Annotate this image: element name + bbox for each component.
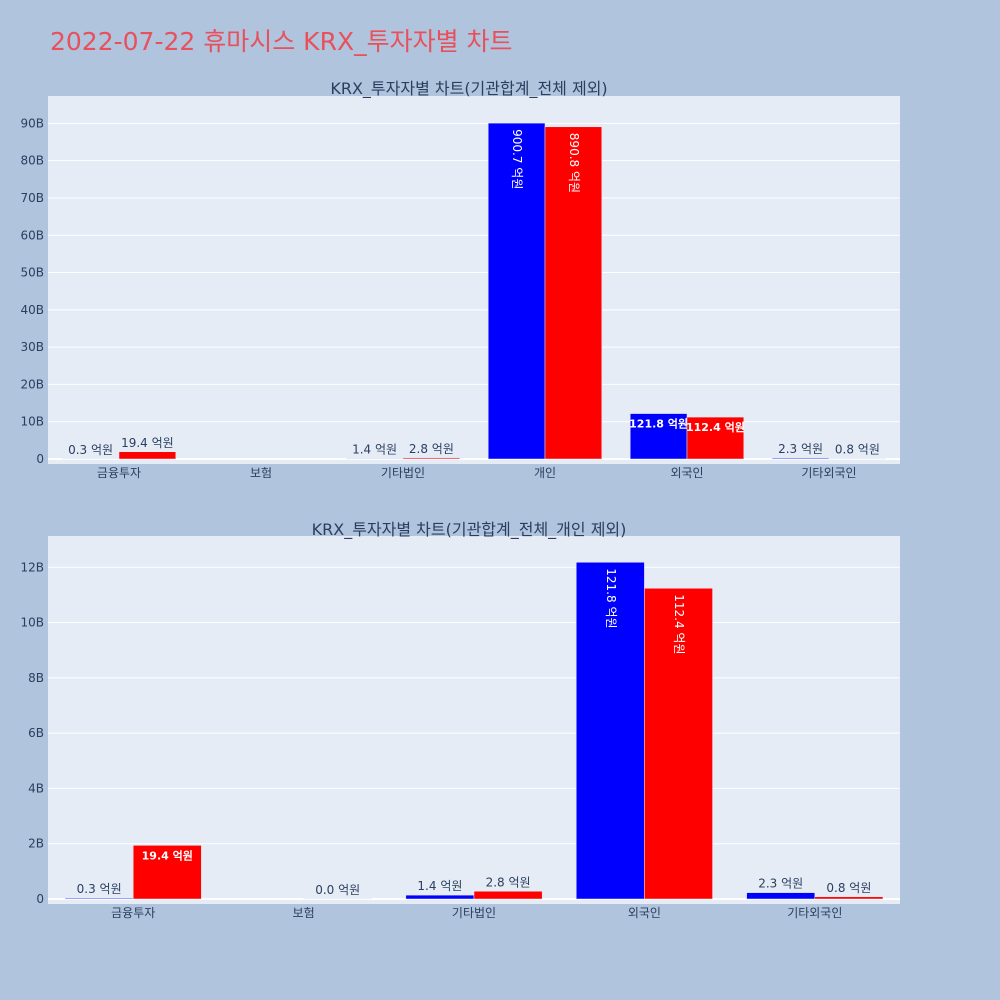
chart2-data-label: 0.3 억원: [77, 882, 122, 896]
chart1-x-tick-label: 기타법인: [381, 466, 425, 480]
chart2-bar: [575, 562, 645, 900]
chart1-y-tick-label: 30B: [20, 340, 44, 354]
chart1-bar: [686, 416, 745, 460]
chart2-x-tick-label: 금융투자: [111, 906, 155, 920]
chart2-bar: [405, 894, 475, 900]
chart2-bar: [303, 898, 373, 900]
chart2-data-label: 2.8 억원: [486, 875, 531, 889]
chart2-data-label: 2.3 억원: [758, 877, 803, 891]
chart2-bar: [473, 891, 543, 900]
page-title: 2022-07-22 휴마시스 KRX_투자자별 차트: [50, 27, 513, 56]
chart1-x-tick-label: 개인: [534, 466, 556, 480]
chart2-y-tick-label: 0: [36, 892, 44, 906]
chart1-bar: [345, 458, 404, 460]
chart2-bar: [64, 897, 134, 900]
chart2-y-tick-label: 10B: [20, 616, 44, 630]
chart2-y-tick-label: 2B: [28, 837, 44, 851]
chart1-data-label: 0.3 억원: [68, 443, 113, 457]
chart1-bar: [118, 451, 177, 460]
chart1-y-tick-label: 0: [36, 452, 44, 466]
chart1-bar: [828, 458, 887, 460]
chart2-y-tick-label: 6B: [28, 726, 44, 740]
chart1-y-tick-label: 10B: [20, 415, 44, 429]
chart2-y-tick-label: 8B: [28, 671, 44, 685]
chart1-data-label: 0.8 억원: [835, 443, 880, 457]
chart1-bar: [61, 458, 120, 460]
chart2-title: KRX_투자자별 차트(기관합계_전체_개인 제외): [312, 520, 627, 540]
chart1-x-tick-label: 기타외국인: [801, 466, 856, 480]
chart2-data-label: 0.0 억원: [315, 883, 360, 897]
chart1-bar: [544, 126, 603, 460]
chart1-title: KRX_투자자별 차트(기관합계_전체 제외): [330, 79, 607, 99]
chart1-data-label: 112.4 억원: [686, 420, 745, 434]
chart2-data-label: 1.4 억원: [417, 879, 462, 893]
chart1-x-tick-label: 금융투자: [97, 466, 141, 480]
chart1-data-label: 2.3 억원: [778, 442, 823, 456]
chart1-x-tick-label: 외국인: [670, 466, 703, 480]
chart1-x-tick-label: 보험: [250, 466, 272, 480]
chart1-data-label: 19.4 억원: [121, 436, 174, 450]
chart1-y-tick-label: 20B: [20, 377, 44, 391]
chart2-data-label: 0.8 억원: [826, 881, 871, 895]
chart2-x-tick-label: 기타외국인: [787, 906, 842, 920]
chart2-data-label: 121.8 억원: [604, 568, 618, 628]
chart1-data-label: 900.7 억원: [510, 129, 524, 189]
chart2-bar: [132, 845, 202, 900]
chart2-y-tick-label: 12B: [20, 560, 44, 574]
chart1-y-tick-label: 70B: [20, 191, 44, 205]
chart2-bar: [644, 588, 713, 900]
chart1-bar: [487, 122, 546, 460]
chart1-bar: [629, 413, 688, 460]
chart1-y-tick-label: 60B: [20, 228, 44, 242]
chart1-data-label: 1.4 억원: [352, 442, 397, 456]
chart2-x-tick-label: 외국인: [628, 906, 661, 920]
chart2-y-tick-label: 4B: [28, 781, 44, 795]
chart2-plot-area: [48, 536, 900, 904]
chart2-bar: [814, 896, 884, 900]
chart2-data-label: 19.4 억원: [142, 848, 193, 862]
chart1-bar: [402, 457, 461, 460]
chart1-data-label: 2.8 억원: [409, 442, 454, 456]
chart1-y-tick-label: 40B: [20, 303, 44, 317]
chart2-bar: [746, 892, 816, 900]
chart2-x-tick-label: 보험: [293, 906, 315, 920]
chart1-data-label: 121.8 억원: [629, 417, 688, 431]
chart1-y-tick-label: 80B: [20, 154, 44, 168]
chart2-x-tick-label: 기타법인: [452, 906, 496, 920]
chart1-plot-area: [48, 96, 900, 464]
chart1-bar: [771, 457, 830, 460]
chart1-y-tick-label: 90B: [20, 116, 44, 130]
chart1-data-label: 890.8 억원: [567, 133, 581, 193]
chart1-y-tick-label: 50B: [20, 266, 44, 280]
chart2-data-label: 112.4 억원: [672, 594, 686, 654]
